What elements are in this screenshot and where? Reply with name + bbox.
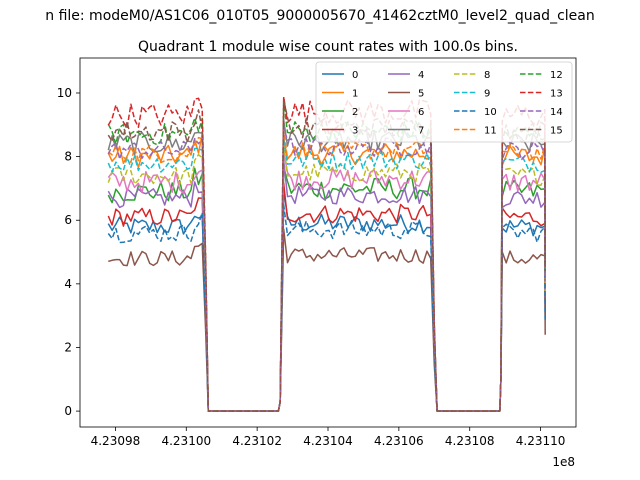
legend-label-5: 5 xyxy=(418,89,424,100)
legend-label-4: 4 xyxy=(418,70,424,81)
y-axis: 0 2 4 6 8 10 xyxy=(57,86,80,418)
x-axis: 4.23098 4.23100 4.23102 4.23104 4.23106 4.231… xyxy=(91,427,566,448)
series-line-2 xyxy=(107,166,546,412)
x-tick-label: 4.23102 xyxy=(232,434,282,448)
legend-label-7: 7 xyxy=(418,126,424,137)
legend-label-15: 15 xyxy=(550,126,563,137)
legend-box xyxy=(315,61,573,143)
legend-label-12: 12 xyxy=(550,70,563,81)
x-tick-label: 4.23106 xyxy=(374,434,424,448)
series-line-1 xyxy=(107,133,546,412)
series-line-0 xyxy=(107,189,546,412)
series-line-7 xyxy=(107,119,546,412)
y-tick-label: 4 xyxy=(64,277,72,291)
series-line-3 xyxy=(107,182,546,412)
series-line-10 xyxy=(107,204,546,412)
legend-label-9: 9 xyxy=(484,89,490,100)
x-tick-label: 4.23108 xyxy=(445,434,495,448)
y-tick-label: 10 xyxy=(57,86,72,100)
x-tick-label: 4.23104 xyxy=(303,434,353,448)
x-tick-label: 4.23110 xyxy=(516,434,566,448)
legend-label-0: 0 xyxy=(352,70,358,81)
legend-label-1: 1 xyxy=(352,89,358,100)
legend-label-8: 8 xyxy=(484,70,490,81)
legend-label-11: 11 xyxy=(484,126,497,137)
figure-suptitle: n file: modeM0/AS1C06_010T05_9000005670_… xyxy=(45,8,594,24)
legend-label-14: 14 xyxy=(550,107,563,118)
x-tick-label: 4.23098 xyxy=(91,434,141,448)
legend-label-2: 2 xyxy=(352,107,358,118)
plot-area xyxy=(107,95,546,412)
legend-label-10: 10 xyxy=(484,107,497,118)
series-line-9 xyxy=(107,137,546,412)
x-tick-label: 4.23100 xyxy=(161,434,211,448)
y-tick-label: 0 xyxy=(64,404,72,418)
series-line-14 xyxy=(107,127,546,412)
legend-label-13: 13 xyxy=(550,89,563,100)
series-line-4 xyxy=(107,159,546,412)
y-tick-label: 8 xyxy=(64,150,72,164)
chart-title: Quadrant 1 module wise count rates with … xyxy=(138,39,518,55)
legend-label-3: 3 xyxy=(352,126,358,137)
y-tick-label: 6 xyxy=(64,213,72,227)
legend-label-6: 6 xyxy=(418,107,424,118)
x-offset-label: 1e8 xyxy=(552,455,575,469)
series-line-5 xyxy=(108,228,546,412)
y-tick-label: 2 xyxy=(64,340,72,354)
